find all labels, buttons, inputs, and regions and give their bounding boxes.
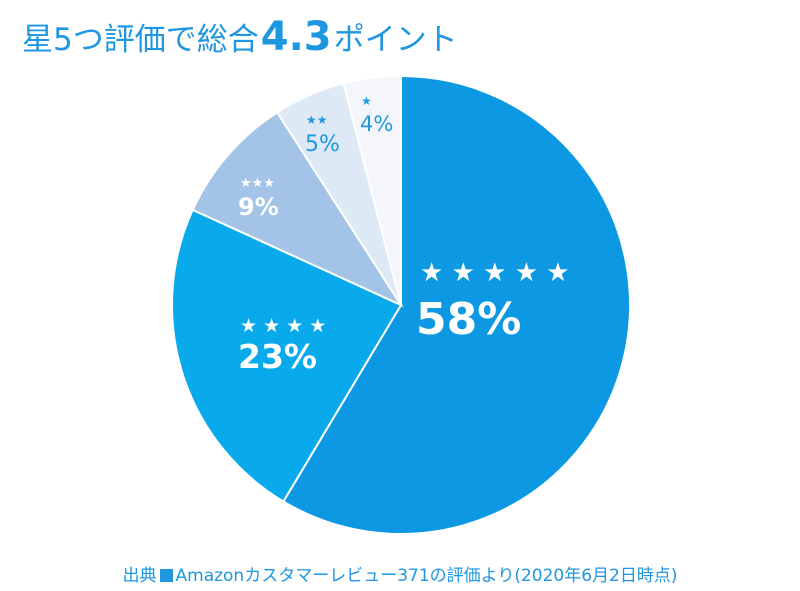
- slice-star-label-5: ★: [361, 94, 372, 108]
- slice-percent-label-2: 23%: [238, 337, 317, 376]
- pie-slice-5: [342, 74, 402, 306]
- pie-slice-1: [281, 74, 631, 535]
- slice-percent-label-3: 9%: [238, 193, 279, 221]
- slice-star-label-1: ★ ★ ★ ★ ★: [420, 258, 570, 288]
- pie-slice-3: [191, 110, 404, 308]
- slice-percent-label-5: 4%: [360, 112, 393, 136]
- title-score: 4.3: [260, 14, 332, 60]
- source-text: Amazonカスタマーレビュー371の評価より(2020年6月2日時点): [175, 566, 678, 586]
- slice-star-label-4: ★★: [306, 113, 328, 127]
- square-bullet-icon: [159, 569, 173, 582]
- chart-title: 星5つ評価で総合 4.3 ポイント: [22, 14, 458, 64]
- pie-slice-2: [171, 208, 403, 503]
- slice-star-label-3: ★★★: [240, 176, 275, 191]
- source-label: 出典: [122, 566, 157, 586]
- slice-star-label-2: ★ ★ ★ ★: [240, 315, 326, 337]
- source-note: 出典 Amazonカスタマーレビュー371の評価より(2020年6月2日時点): [0, 561, 800, 586]
- title-suffix: ポイント: [333, 22, 458, 58]
- slice-percent-label-1: 58%: [416, 294, 521, 345]
- slice-percent-label-4: 5%: [305, 132, 340, 157]
- title-prefix: 星5つ評価で総合: [22, 22, 259, 58]
